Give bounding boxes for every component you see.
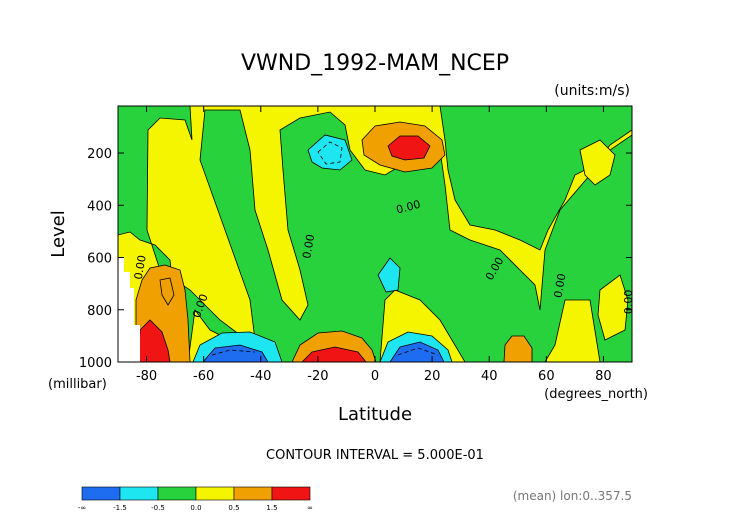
y-tick-label: 200 [87,147,112,162]
orange-region-sfc-east [503,335,533,362]
red-region-jet [387,135,431,161]
colorbar-swatch [81,486,121,501]
y-tick-label: 1000 [79,356,112,371]
footnote-mean-lon: (mean) lon:0..357.5 [513,489,632,503]
cyan-region-upper [307,134,353,171]
contour-label: 0.00 [132,254,149,280]
x-tick-label: 40 [481,369,498,384]
dashed-contour-sfc-north [397,347,439,356]
x-tick-label: 0 [371,369,379,384]
contour-label: 0.00 [300,233,317,259]
yellow-island-upper [579,139,616,186]
colorbar-swatch [271,486,311,501]
colorbar-level-label: ∞ [307,504,313,512]
contour-line-antarctic [159,277,175,306]
green-region-east [439,106,632,251]
x-tick-label: -60 [193,369,214,384]
yellow-island-right [597,274,629,341]
x-tick-label: 80 [595,369,612,384]
y-axis-label: Level [48,210,69,258]
colorbar-level-label: 0.0 [190,504,201,512]
dashed-contour-upper [317,141,343,165]
colorbar: -∞ -1.5 -0.5 0.0 0.5 1.5 ∞ [78,486,313,512]
colorbar-level-label: -1.5 [113,504,127,512]
x-tick-label: -40 [250,369,271,384]
colorbar-level-label: -0.5 [151,504,165,512]
y-tick-label: 600 [87,252,112,267]
y-unit-label: (millibar) [48,377,107,392]
x-tick-label: 20 [424,369,441,384]
colorbar-level-label: -∞ [78,504,86,512]
y-axis: 200 400 600 800 1000 [79,147,632,371]
y-tick-label: 800 [87,304,112,319]
contour-label: 0.00 [551,272,568,298]
y-tick-label: 400 [87,199,112,214]
blue-region-sfc-south [202,344,269,362]
units-label: (units:m/s) [554,83,630,99]
contour-label: 0.00 [622,290,635,315]
dashed-contour-sfc-south [211,349,256,356]
missing-data-region [118,258,140,362]
x-axis: -80 -60 -40 -20 0 20 40 60 80 [136,106,612,384]
x-tick-label: -80 [136,369,157,384]
cyan-region-mid [377,257,401,293]
contour-field: 0.000.000.000.000.000.000.00 [118,106,635,362]
contour-label: 0.00 [395,198,422,217]
chart-title: VWND_1992-MAM_NCEP [241,51,509,76]
colorbar-level-label: 0.5 [228,504,239,512]
x-tick-label: 60 [538,369,555,384]
colorbar-swatch [233,486,273,501]
blue-region-sfc-north [389,341,445,362]
contour-interval-text: CONTOUR INTERVAL = 5.000E-01 [266,448,484,463]
x-tick-label: -20 [307,369,328,384]
x-unit-label: (degrees_north) [544,387,648,402]
colorbar-level-label: 1.5 [266,504,277,512]
x-axis-label: Latitude [338,404,412,425]
colorbar-swatch [195,486,235,501]
colorbar-swatch [119,486,159,501]
colorbar-swatch [157,486,197,501]
